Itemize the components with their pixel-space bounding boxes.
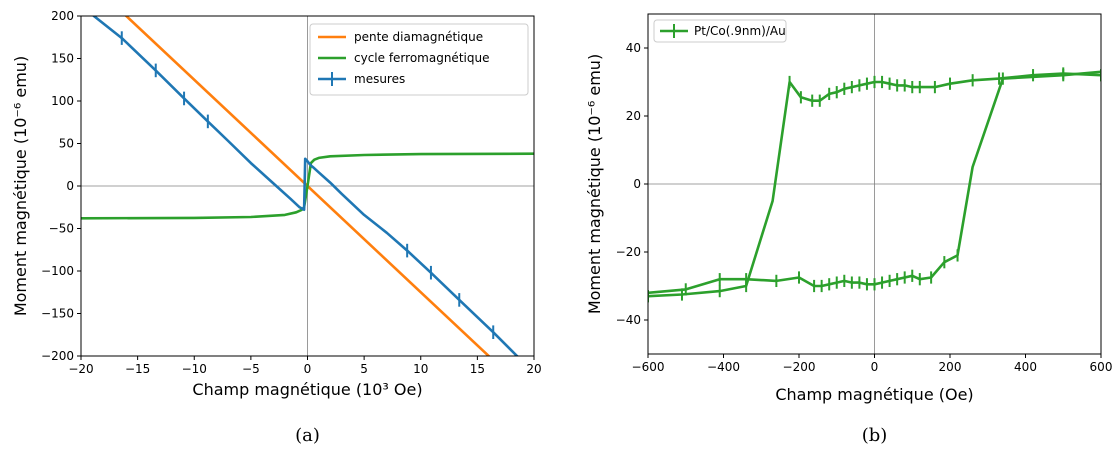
- y-tick-label: 20: [626, 109, 641, 123]
- chart-a-legend: pente diamagnétique cycle ferromagnétique…: [309, 23, 529, 96]
- y-tick-label: 0: [66, 179, 74, 193]
- y-tick-label: 40: [626, 41, 641, 55]
- x-tick-label: 0: [304, 362, 312, 376]
- y-tick-label: −50: [49, 222, 74, 236]
- y-tick-label: 150: [51, 52, 74, 66]
- y-tick-label: −40: [616, 313, 641, 327]
- x-tick-label: 10: [413, 362, 428, 376]
- y-tick-label: −20: [616, 245, 641, 259]
- x-tick-label: 200: [939, 360, 962, 374]
- caption-b: (b): [862, 425, 888, 446]
- y-tick-label: 0: [633, 177, 641, 191]
- series-line-2: [81, 152, 534, 220]
- x-tick-label: 400: [1014, 360, 1037, 374]
- caption-a: (a): [295, 425, 320, 446]
- chart-a-x-axis-label: Champ magnétique (10³ Oe): [192, 380, 422, 399]
- chart-b-y-axis-label: Moment magnétique (10⁻⁶ emu): [585, 54, 604, 314]
- legend-label: mesures: [354, 72, 405, 86]
- legend-label: cycle ferromagnétique: [354, 51, 489, 65]
- chart-b-series: [648, 67, 1101, 303]
- chart-a: −20 −15 −10 −5 0 5 10 15 20−200−150−100−50050100…: [11, 9, 542, 399]
- x-tick-label: −200: [783, 360, 816, 374]
- legend-label: pente diamagnétique: [354, 30, 483, 44]
- chart-b-reference-lines: [648, 14, 1101, 354]
- chart-a-series: [81, 16, 534, 356]
- x-tick-label: −15: [125, 362, 150, 376]
- x-tick-label: −600: [632, 360, 665, 374]
- y-tick-label: −150: [41, 307, 74, 321]
- x-tick-label: 15: [470, 362, 485, 376]
- y-tick-label: 50: [59, 137, 74, 151]
- legend-box: [653, 19, 787, 43]
- y-tick-label: −100: [41, 264, 74, 278]
- x-tick-label: −400: [707, 360, 740, 374]
- legend-box: [309, 23, 529, 96]
- legend-label: Pt/Co(.9nm)/Au: [694, 24, 786, 38]
- y-tick-label: 200: [51, 9, 74, 23]
- x-tick-label: 600: [1090, 360, 1113, 374]
- x-tick-label: 20: [526, 362, 541, 376]
- chart-a-ticks: −20 −15 −10 −5 0 5 10 15 20−200−150−100−50050100…: [41, 9, 542, 376]
- x-tick-label: 5: [360, 362, 368, 376]
- x-tick-label: −20: [68, 362, 93, 376]
- chart-b-x-axis-label: Champ magnétique (Oe): [775, 385, 973, 404]
- chart-b-legend: Pt/Co(.9nm)/Au: [653, 19, 787, 43]
- series-line-1-branch-2: [648, 70, 1101, 295]
- y-tick-label: −200: [41, 349, 74, 363]
- chart-a-y-axis-label: Moment magnétique (10⁻⁶ emu): [11, 56, 30, 316]
- x-tick-label: −10: [182, 362, 207, 376]
- x-tick-label: 0: [871, 360, 879, 374]
- y-tick-label: 100: [51, 94, 74, 108]
- series-line-3: [91, 16, 519, 356]
- x-tick-label: −5: [242, 362, 260, 376]
